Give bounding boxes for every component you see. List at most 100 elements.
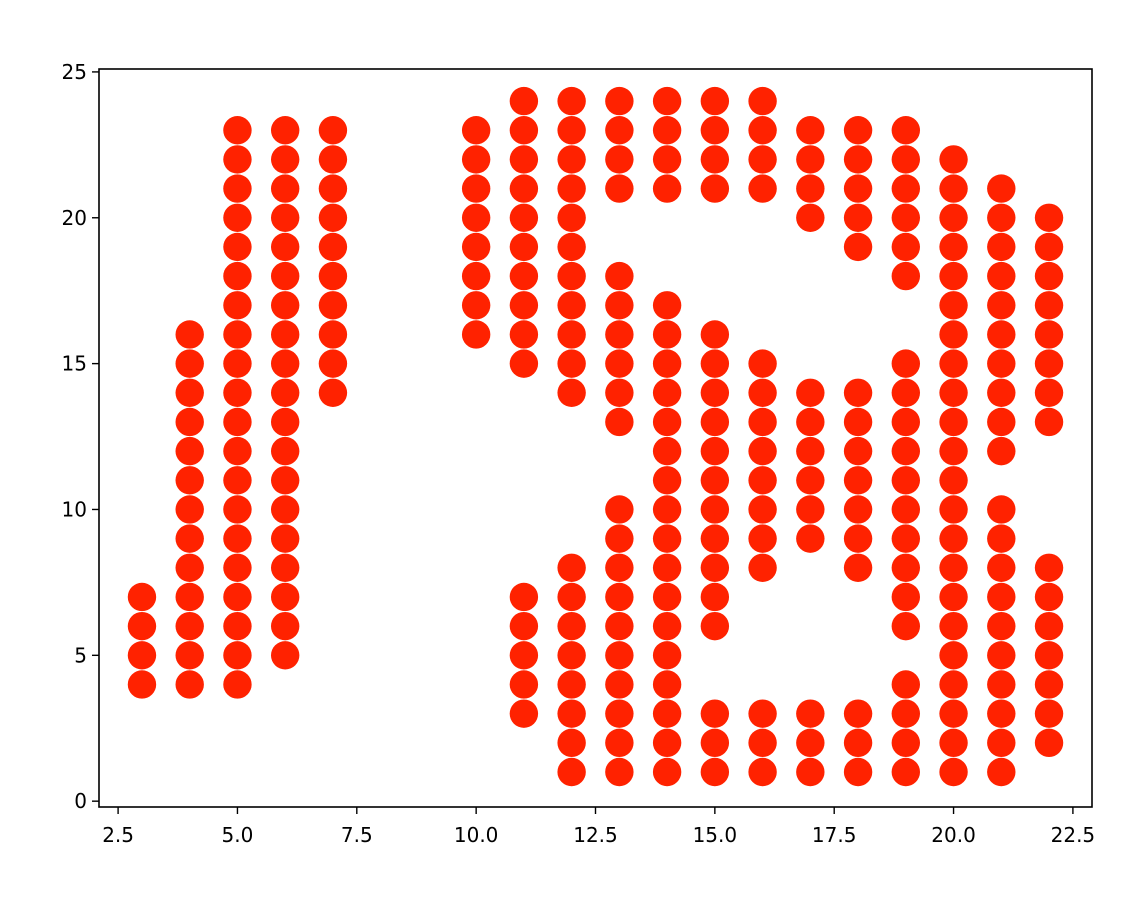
- data-point: [939, 349, 967, 377]
- data-point: [510, 204, 538, 232]
- x-tick-label: 7.5: [341, 823, 373, 847]
- data-point: [271, 524, 299, 552]
- data-point: [701, 437, 729, 465]
- data-point: [939, 145, 967, 173]
- data-point: [510, 87, 538, 115]
- data-point: [271, 320, 299, 348]
- data-point: [796, 379, 824, 407]
- data-point: [987, 554, 1015, 582]
- data-point: [510, 291, 538, 319]
- data-point: [653, 349, 681, 377]
- x-tick-label: 10.0: [454, 823, 499, 847]
- data-point: [892, 349, 920, 377]
- x-axis: 2.5 5.0 7.5 10.0 12.5 15.0 17.5 20.0 22.5: [102, 807, 1095, 847]
- data-point: [892, 583, 920, 611]
- data-point: [939, 670, 967, 698]
- data-point: [987, 320, 1015, 348]
- data-point: [605, 87, 633, 115]
- data-point: [748, 437, 776, 465]
- data-point: [701, 349, 729, 377]
- data-point: [510, 349, 538, 377]
- data-point: [653, 320, 681, 348]
- data-point: [223, 291, 251, 319]
- data-point: [653, 437, 681, 465]
- data-point: [796, 174, 824, 202]
- data-point: [605, 262, 633, 290]
- data-point: [748, 729, 776, 757]
- data-point: [653, 495, 681, 523]
- data-point: [605, 524, 633, 552]
- y-tick-label: 15: [62, 352, 87, 376]
- data-point: [939, 379, 967, 407]
- data-point: [939, 408, 967, 436]
- data-point: [844, 699, 872, 727]
- data-point: [319, 116, 347, 144]
- data-point: [892, 379, 920, 407]
- data-point: [510, 670, 538, 698]
- data-point: [223, 320, 251, 348]
- data-point: [557, 204, 585, 232]
- data-point: [271, 291, 299, 319]
- data-point: [605, 729, 633, 757]
- data-point: [176, 641, 204, 669]
- data-point: [271, 262, 299, 290]
- data-point: [892, 204, 920, 232]
- data-point: [939, 291, 967, 319]
- data-point: [701, 408, 729, 436]
- data-point: [271, 437, 299, 465]
- y-tick-label: 25: [62, 60, 87, 84]
- data-point: [176, 583, 204, 611]
- data-point: [176, 670, 204, 698]
- data-point: [557, 699, 585, 727]
- data-point: [987, 758, 1015, 786]
- data-point: [271, 583, 299, 611]
- data-point: [1035, 233, 1063, 261]
- data-point: [653, 758, 681, 786]
- data-point: [892, 758, 920, 786]
- data-point: [462, 262, 490, 290]
- data-point: [1035, 641, 1063, 669]
- data-point: [653, 524, 681, 552]
- data-point: [653, 670, 681, 698]
- data-point: [653, 699, 681, 727]
- data-point: [176, 495, 204, 523]
- data-point: [557, 583, 585, 611]
- data-point: [462, 204, 490, 232]
- data-point: [987, 699, 1015, 727]
- data-point: [653, 145, 681, 173]
- data-point: [939, 729, 967, 757]
- data-point: [892, 554, 920, 582]
- data-point: [271, 145, 299, 173]
- data-point: [462, 320, 490, 348]
- data-point: [653, 729, 681, 757]
- data-point: [176, 524, 204, 552]
- data-point: [701, 524, 729, 552]
- data-point: [557, 729, 585, 757]
- data-point: [1035, 291, 1063, 319]
- data-point: [701, 466, 729, 494]
- data-point: [939, 233, 967, 261]
- data-point: [987, 524, 1015, 552]
- data-point: [271, 466, 299, 494]
- data-point: [271, 379, 299, 407]
- data-point: [176, 408, 204, 436]
- data-point: [176, 379, 204, 407]
- data-point: [892, 495, 920, 523]
- data-point: [1035, 204, 1063, 232]
- data-point: [462, 116, 490, 144]
- data-point: [987, 233, 1015, 261]
- data-point: [701, 729, 729, 757]
- data-point: [653, 466, 681, 494]
- data-point: [796, 437, 824, 465]
- data-point: [701, 145, 729, 173]
- data-point: [557, 233, 585, 261]
- data-point: [701, 699, 729, 727]
- data-point: [987, 349, 1015, 377]
- data-point: [557, 174, 585, 202]
- data-point: [271, 641, 299, 669]
- data-point: [701, 379, 729, 407]
- data-point: [748, 554, 776, 582]
- data-point: [796, 729, 824, 757]
- data-point: [987, 670, 1015, 698]
- data-point: [176, 466, 204, 494]
